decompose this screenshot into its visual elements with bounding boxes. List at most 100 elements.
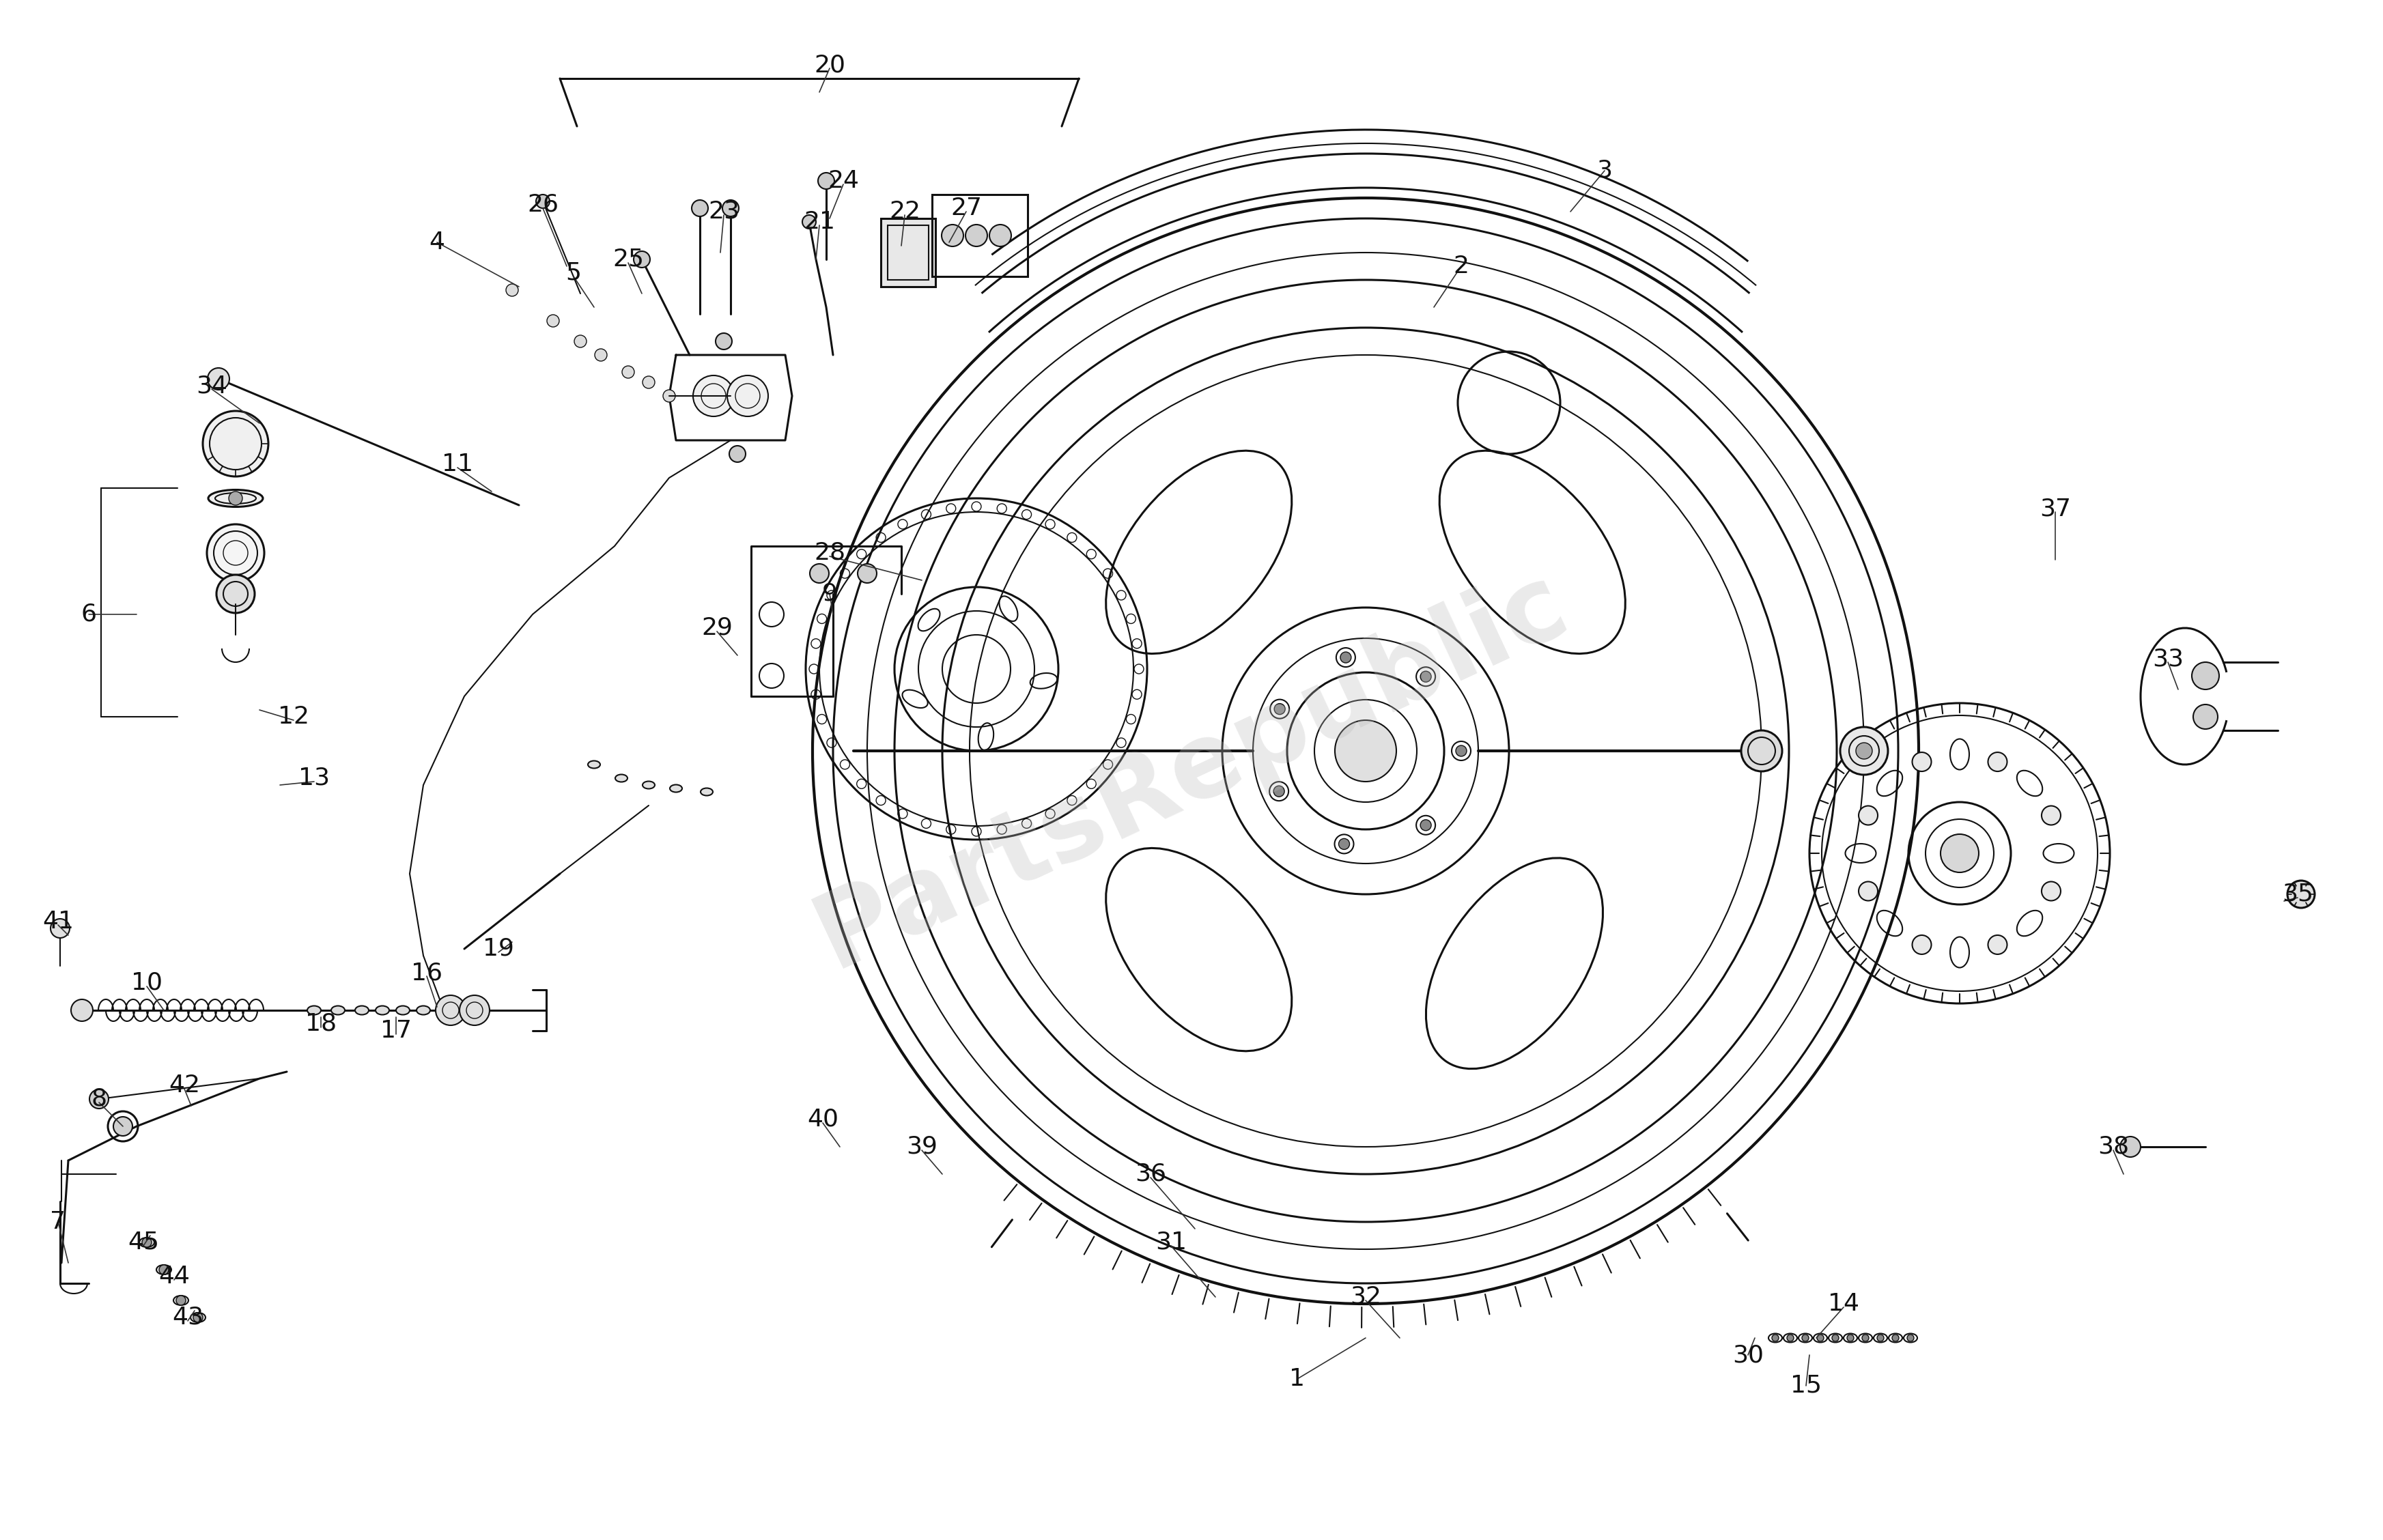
Circle shape (1859, 805, 1878, 825)
Circle shape (810, 564, 829, 584)
Circle shape (114, 1116, 133, 1137)
Text: 25: 25 (612, 248, 643, 271)
Circle shape (1987, 935, 2006, 955)
Ellipse shape (377, 1006, 388, 1015)
Text: 19: 19 (484, 938, 515, 961)
Text: 14: 14 (1828, 1292, 1859, 1315)
Circle shape (1273, 785, 1284, 796)
Text: 5: 5 (565, 262, 581, 285)
Circle shape (1456, 745, 1466, 756)
Circle shape (2192, 704, 2219, 728)
Circle shape (574, 336, 586, 348)
Circle shape (691, 200, 708, 217)
Ellipse shape (396, 1006, 410, 1015)
Text: 30: 30 (1732, 1343, 1763, 1366)
Text: 6: 6 (81, 602, 98, 625)
Text: 42: 42 (169, 1073, 200, 1096)
Text: 13: 13 (298, 767, 329, 790)
Text: 3: 3 (1597, 159, 1613, 182)
Circle shape (91, 1089, 110, 1109)
Ellipse shape (191, 1312, 205, 1323)
Circle shape (1911, 752, 1930, 772)
Circle shape (1802, 1335, 1809, 1341)
Circle shape (1816, 1335, 1823, 1341)
Text: 44: 44 (157, 1264, 191, 1287)
Circle shape (1339, 839, 1349, 850)
Circle shape (1742, 730, 1782, 772)
Text: 10: 10 (131, 972, 162, 995)
Ellipse shape (174, 1295, 188, 1306)
Text: 18: 18 (305, 1012, 336, 1035)
Circle shape (1859, 881, 1878, 901)
Ellipse shape (207, 490, 262, 507)
Text: 4: 4 (429, 231, 446, 254)
Circle shape (2288, 881, 2314, 909)
Circle shape (1773, 1335, 1778, 1341)
Circle shape (2192, 662, 2219, 690)
Text: 40: 40 (808, 1107, 839, 1130)
Circle shape (1840, 727, 1887, 775)
Circle shape (217, 574, 255, 613)
Text: 24: 24 (827, 169, 858, 192)
Text: 12: 12 (279, 705, 310, 728)
Circle shape (1906, 1335, 1914, 1341)
Text: 45: 45 (129, 1230, 160, 1254)
Circle shape (941, 225, 963, 246)
Circle shape (207, 368, 229, 390)
Text: 33: 33 (2152, 647, 2183, 670)
Text: 9: 9 (822, 582, 836, 605)
Ellipse shape (615, 775, 627, 782)
Circle shape (643, 376, 655, 388)
Text: 17: 17 (381, 1019, 412, 1043)
Ellipse shape (355, 1006, 369, 1015)
Circle shape (460, 995, 489, 1026)
Circle shape (662, 390, 674, 402)
Text: 15: 15 (1790, 1374, 1821, 1397)
Text: 43: 43 (172, 1306, 203, 1329)
Text: 21: 21 (803, 211, 834, 234)
Ellipse shape (643, 781, 655, 788)
Circle shape (1856, 742, 1873, 759)
Circle shape (1420, 671, 1432, 682)
Text: 22: 22 (889, 200, 920, 223)
Ellipse shape (701, 788, 713, 796)
Circle shape (207, 524, 265, 582)
Text: 26: 26 (527, 192, 558, 217)
Text: 7: 7 (50, 1210, 67, 1234)
Text: 39: 39 (906, 1135, 937, 1158)
Circle shape (1275, 704, 1284, 715)
Text: 23: 23 (708, 200, 739, 223)
Ellipse shape (589, 761, 601, 768)
Text: 16: 16 (410, 961, 443, 984)
Text: 1: 1 (1289, 1368, 1306, 1391)
Text: 27: 27 (951, 197, 982, 220)
Circle shape (1339, 651, 1351, 662)
Circle shape (436, 995, 465, 1026)
Circle shape (160, 1264, 169, 1275)
Circle shape (1892, 1335, 1899, 1341)
Circle shape (1847, 1335, 1854, 1341)
Circle shape (693, 376, 734, 416)
Circle shape (1940, 835, 1978, 872)
Circle shape (1911, 935, 1930, 955)
Text: PartsRepublic: PartsRepublic (801, 551, 1582, 989)
Circle shape (1861, 1335, 1868, 1341)
Circle shape (2121, 1137, 2140, 1157)
Circle shape (203, 411, 269, 476)
Text: 28: 28 (815, 542, 846, 565)
Circle shape (2042, 881, 2061, 901)
Circle shape (817, 172, 834, 189)
Ellipse shape (417, 1006, 431, 1015)
Circle shape (729, 445, 746, 462)
Text: 11: 11 (441, 453, 474, 476)
Text: 31: 31 (1156, 1230, 1187, 1254)
Circle shape (634, 251, 651, 268)
Text: 2: 2 (1454, 254, 1468, 277)
Text: 35: 35 (2283, 882, 2314, 906)
Bar (932, 194, 1027, 277)
Ellipse shape (670, 785, 682, 792)
Circle shape (50, 919, 69, 938)
Circle shape (536, 194, 550, 208)
Circle shape (229, 491, 243, 505)
Circle shape (1420, 819, 1432, 830)
